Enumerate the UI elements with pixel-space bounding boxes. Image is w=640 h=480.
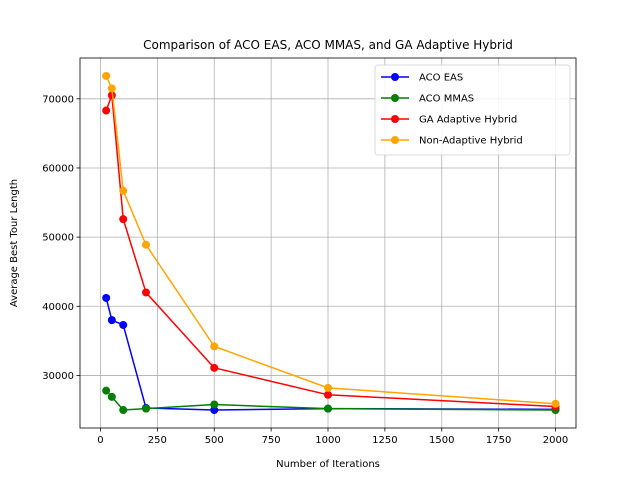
data-point-ga-adaptive-hybrid [324, 390, 332, 399]
legend-item-non-adaptive-hybrid: Non-Adaptive Hybrid [381, 136, 523, 147]
data-point-non-adaptive-hybrid [119, 186, 128, 195]
x-tick-label: 0 [97, 435, 103, 446]
series-layer [102, 71, 560, 415]
y-tick-label: 60000 [42, 163, 74, 174]
x-axis-title: Number of Iterations [276, 459, 380, 470]
data-point-non-adaptive-hybrid [102, 71, 111, 80]
x-tick-label: 500 [205, 435, 224, 446]
legend-box [374, 64, 571, 156]
legend-item-aco-mmas: ACO MMAS [381, 94, 474, 105]
axis-ticks: 0 250 500 750 1000 1250 1500 1750 2000 30000 40000… [42, 94, 568, 446]
data-point-ga-adaptive-hybrid [141, 288, 150, 297]
legend-label: ACO MMAS [419, 94, 474, 105]
y-tick-label: 30000 [42, 371, 74, 382]
data-point-ga-adaptive-hybrid [102, 106, 111, 115]
data-point-non-adaptive-hybrid [107, 84, 116, 93]
legend-label: GA Adaptive Hybrid [419, 115, 517, 126]
data-point-aco-mmas [119, 406, 128, 415]
data-point-aco-eas [119, 320, 128, 329]
data-point-ga-adaptive-hybrid [210, 363, 219, 372]
x-tick-label: 1250 [372, 435, 397, 446]
y-axis-title: Average Best Tour Length [9, 179, 20, 307]
legend-item-aco-eas: ACO EAS [381, 73, 463, 84]
data-point-aco-eas [107, 316, 116, 325]
data-point-aco-mmas [107, 392, 116, 401]
x-tick-label: 2000 [543, 435, 568, 446]
legend-marker [391, 94, 399, 102]
x-tick-label: 1500 [429, 435, 454, 446]
x-tick-label: 250 [148, 435, 167, 446]
data-point-aco-eas [102, 293, 111, 302]
legend-marker [391, 136, 399, 144]
x-tick-label: 1750 [486, 435, 511, 446]
legend-item-ga-adaptive-hybrid: GA Adaptive Hybrid [381, 115, 517, 126]
chart-title: Comparison of ACO EAS, ACO MMAS, and GA … [143, 38, 513, 52]
legend-label: Non-Adaptive Hybrid [419, 136, 523, 147]
data-point-aco-eas [210, 406, 219, 415]
y-tick-label: 40000 [42, 302, 74, 313]
series-non-adaptive-hybrid [102, 71, 560, 408]
data-point-aco-mmas [141, 404, 150, 413]
data-point-non-adaptive-hybrid [210, 342, 219, 351]
data-point-non-adaptive-hybrid [324, 383, 332, 392]
data-point-ga-adaptive-hybrid [107, 91, 116, 100]
data-point-non-adaptive-hybrid [551, 399, 560, 408]
x-tick-label: 750 [262, 435, 281, 446]
legend-marker [391, 115, 399, 123]
data-point-aco-mmas [324, 404, 332, 413]
legend: ACO EAS ACO MMAS GA Adaptive Hybrid Non-Ada… [374, 64, 571, 156]
legend-marker [391, 73, 399, 81]
y-tick-label: 50000 [42, 233, 74, 244]
y-tick-label: 70000 [42, 94, 74, 105]
data-point-aco-mmas [210, 400, 219, 409]
data-point-aco-mmas [102, 386, 111, 395]
data-point-non-adaptive-hybrid [141, 240, 150, 249]
series-ga-adaptive-hybrid [102, 91, 560, 411]
legend-label: ACO EAS [419, 73, 463, 84]
x-tick-label: 1000 [315, 435, 340, 446]
data-point-ga-adaptive-hybrid [119, 215, 128, 224]
